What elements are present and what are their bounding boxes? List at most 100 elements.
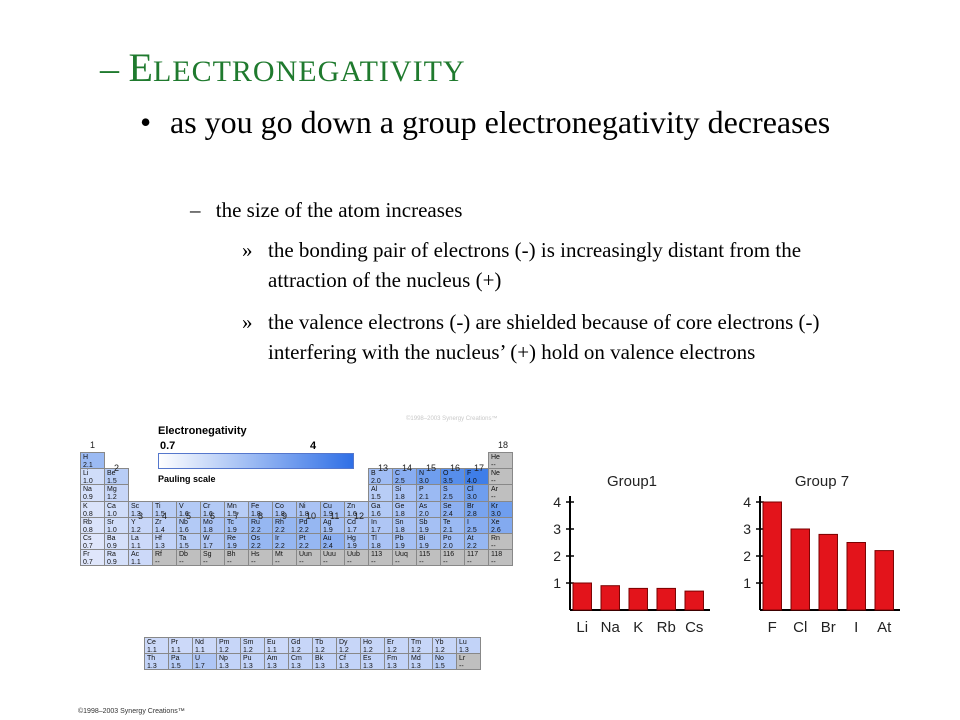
element-symbol: Al — [371, 486, 378, 494]
sub-marker: – — [190, 198, 201, 222]
element-value: 1.8 — [395, 494, 405, 502]
element-value: 1.5 — [107, 478, 117, 486]
element-value: 3.5 — [443, 478, 453, 486]
element-symbol: Uun — [299, 551, 312, 559]
element-symbol: Fm — [387, 655, 398, 663]
element-symbol: B — [371, 470, 376, 478]
group-label: 18 — [498, 440, 509, 450]
element-value: -- — [491, 478, 496, 486]
group-label: 1 — [90, 440, 96, 450]
element-cell: Uub -- — [344, 549, 369, 567]
element-symbol: Hs — [251, 551, 260, 559]
element-cell: Cf 1.3 — [336, 653, 361, 671]
element-symbol: Lu — [459, 639, 467, 646]
element-symbol: 113 — [371, 551, 383, 559]
element-value: 1.2 — [339, 647, 349, 654]
y-tick-label: 4 — [553, 494, 561, 510]
element-symbol: Sm — [243, 639, 254, 646]
copyright: ©1998–2003 Synergy Creations™ — [78, 708, 185, 715]
element-cell: Pt 2.2 — [296, 533, 321, 551]
element-symbol: Rf — [155, 551, 162, 559]
element-value: 1.9 — [419, 543, 429, 550]
element-symbol: Br — [467, 502, 474, 510]
element-value: 1.7 — [195, 663, 205, 671]
element-symbol: Cr — [203, 502, 211, 510]
element-symbol: Rb — [83, 518, 92, 526]
element-value: 3.0 — [467, 494, 477, 502]
element-symbol: Ag — [323, 518, 332, 526]
element-cell: Al 1.5 — [368, 484, 393, 502]
element-cell: U 1.7 — [192, 653, 217, 671]
element-value: 1.1 — [195, 647, 205, 654]
element-value: 1.8 — [203, 526, 213, 534]
element-cell: Bk 1.3 — [312, 653, 337, 671]
element-cell: Tm 1.2 — [408, 637, 433, 655]
group7-chart-svg: Group 7 1 2 3 4 F Cl Br I At — [743, 473, 900, 636]
element-symbol: Cm — [291, 655, 302, 663]
group-label: 3 — [138, 511, 144, 521]
element-value: 1.6 — [179, 526, 189, 534]
element-cell: Ac 1.1 — [128, 549, 153, 567]
legend-gradient-bar — [158, 453, 354, 469]
element-symbol: W — [203, 535, 210, 542]
element-cell: Cs 0.7 — [80, 533, 105, 551]
element-value: 0.9 — [107, 559, 117, 567]
element-cell: Am 1.3 — [264, 653, 289, 671]
element-value: 2.4 — [323, 543, 333, 550]
element-symbol: Md — [411, 655, 421, 663]
element-value: 2.2 — [275, 526, 285, 534]
element-value: 0.8 — [83, 510, 93, 518]
element-cell: Tl 1.8 — [368, 533, 393, 551]
element-value: 0.7 — [83, 559, 93, 567]
element-cell: Ir 2.2 — [272, 533, 297, 551]
element-symbol: Sb — [419, 518, 428, 526]
element-value: 2.8 — [467, 510, 477, 518]
element-symbol: S — [443, 486, 448, 494]
element-value: 3.0 — [419, 478, 429, 486]
category-label: Cs — [685, 619, 703, 636]
legend-title: Electronegativity — [158, 425, 247, 437]
element-cell: Ne -- — [488, 468, 513, 486]
element-cell: Rb 0.8 — [80, 516, 105, 534]
element-value: 2.2 — [251, 526, 261, 534]
legend-scale: Pauling scale — [158, 474, 216, 484]
element-cell: Er 1.2 — [384, 637, 409, 655]
element-symbol: Tl — [371, 535, 377, 542]
category-label: At — [877, 619, 892, 636]
element-value: 2.2 — [299, 526, 309, 534]
element-symbol: O — [443, 470, 449, 478]
element-value: 1.8 — [395, 510, 405, 518]
element-value: 1.2 — [219, 647, 229, 654]
element-value: 1.3 — [155, 543, 165, 550]
element-value: -- — [491, 494, 496, 502]
element-symbol: Sc — [131, 502, 140, 510]
element-value: 0.9 — [83, 494, 93, 502]
element-cell: P 2.1 — [416, 484, 441, 502]
slide-title: – ELECTRONEGATIVITY — [100, 44, 466, 91]
group-label: 17 — [474, 463, 485, 473]
group-label: 7 — [234, 511, 240, 521]
element-symbol: La — [131, 535, 139, 542]
element-symbol: Bi — [419, 535, 426, 542]
category-label: Li — [576, 619, 588, 636]
group-label: 4 — [162, 511, 168, 521]
group-label: 13 — [378, 463, 389, 473]
element-value: -- — [467, 559, 472, 567]
group-label: 5 — [186, 511, 192, 521]
element-symbol: Li — [83, 470, 89, 478]
element-symbol: Bh — [227, 551, 236, 559]
element-value: 1.1 — [131, 543, 141, 550]
bar — [656, 587, 676, 611]
element-value: -- — [227, 559, 232, 567]
group-label: 15 — [426, 463, 437, 473]
element-cell: Ce 1.1 — [144, 637, 169, 655]
element-symbol: Te — [443, 518, 451, 526]
category-label: Na — [601, 619, 621, 636]
element-cell: Ta 1.5 — [176, 533, 201, 551]
element-symbol: Mn — [227, 502, 237, 510]
element-symbol: Ra — [107, 551, 116, 559]
element-symbol: Tm — [411, 639, 422, 646]
element-cell: Kr 3.0 — [488, 500, 513, 518]
element-symbol: Pu — [243, 655, 252, 663]
element-cell: Br 2.8 — [464, 500, 489, 518]
